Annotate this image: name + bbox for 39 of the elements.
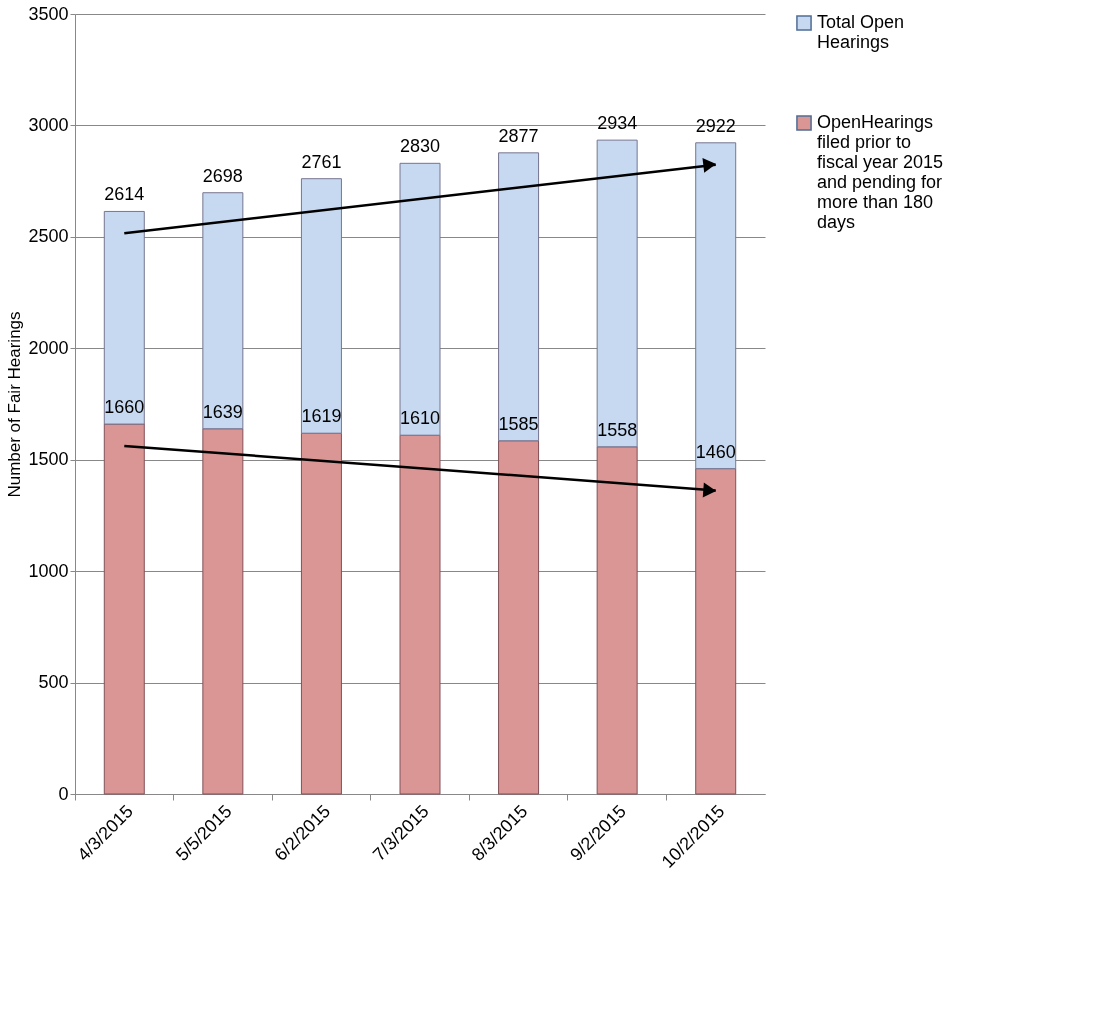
bar — [399, 434, 441, 795]
data-label: 1660 — [104, 397, 145, 418]
bar — [695, 468, 737, 795]
bar — [202, 428, 244, 795]
bar — [596, 446, 638, 795]
total-label: 2922 — [695, 115, 736, 136]
y-tick-label: 2000 — [28, 337, 69, 358]
total-label: 2830 — [399, 136, 441, 157]
y-axis-title: Number of Fair Hearings — [5, 311, 25, 498]
bar — [300, 178, 342, 434]
y-tick-label: 3500 — [28, 3, 69, 24]
total-label: 2934 — [597, 113, 638, 134]
legend-label: Total Open Hearings — [817, 12, 905, 52]
bar — [103, 423, 145, 795]
legend-label: OpenHearings filed prior to fiscal year 2015 and pending for more than 180 days — [817, 112, 944, 232]
bar — [498, 440, 540, 795]
bar — [300, 432, 342, 795]
data-label: 1558 — [597, 419, 638, 440]
data-label: 1639 — [202, 401, 243, 422]
total-label: 2698 — [202, 165, 243, 186]
y-tick-label: 0 — [58, 783, 69, 804]
total-label: 2614 — [104, 184, 145, 205]
data-label: 1585 — [498, 413, 539, 434]
data-label: 1610 — [399, 408, 441, 429]
bar — [596, 139, 638, 448]
y-tick-label: 1000 — [28, 560, 69, 581]
total-label: 2761 — [301, 151, 342, 172]
bar — [202, 192, 244, 430]
data-label: 1460 — [695, 441, 736, 462]
bar — [399, 162, 441, 436]
data-label: 1619 — [301, 406, 342, 427]
bar — [498, 152, 540, 442]
y-tick-label: 1500 — [28, 449, 69, 470]
y-tick-label: 2500 — [28, 226, 69, 247]
y-tick-label: 3000 — [28, 114, 69, 135]
total-label: 2877 — [498, 125, 539, 146]
y-tick-label: 500 — [38, 672, 69, 693]
bar — [103, 210, 145, 425]
bar — [695, 142, 737, 470]
